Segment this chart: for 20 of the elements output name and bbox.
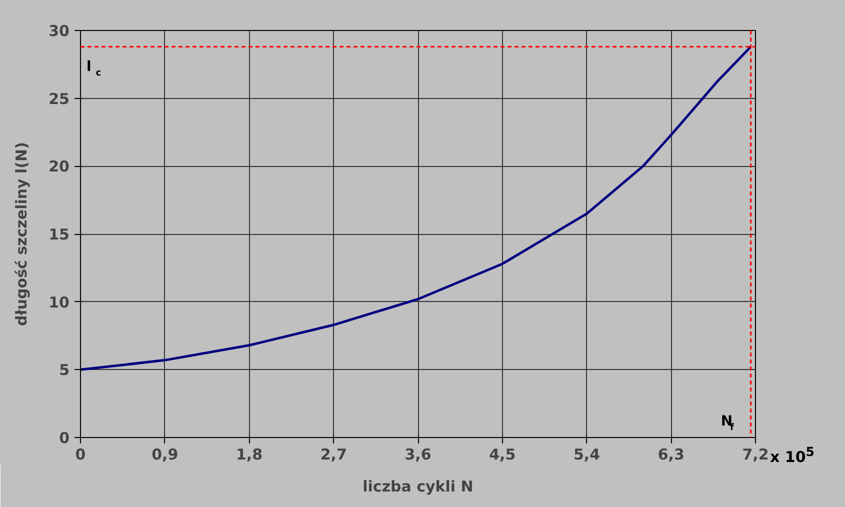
line-series (80, 46, 752, 371)
x-tick-label: 2,7 (320, 446, 347, 464)
y-tick-label: 30 (48, 22, 70, 40)
x-tick-label: 0 (75, 446, 86, 464)
text: x 10$^{5}$ (770, 443, 814, 468)
x-tick-label: 0,9 (152, 446, 178, 464)
x-axis-title: liczba cykli N (362, 478, 474, 496)
y-tick-label: 10 (48, 293, 70, 312)
x-tick-label: 1,8 (236, 446, 263, 464)
x-tick-label: 7,2 (742, 446, 769, 464)
y-tick-label: 20 (48, 158, 70, 176)
y-axis-title: długość szczeliny l(N) (12, 142, 31, 326)
x-tick-label: 5,4 (573, 446, 600, 464)
x-tick-label: 4,5 (489, 446, 516, 464)
y-tick-label: 25 (48, 90, 70, 108)
x-tick-label: 6,3 (658, 446, 684, 464)
x-tick-label: 3,6 (404, 446, 432, 464)
y-tick-label: 5 (59, 361, 70, 380)
y-tick-label: 15 (48, 226, 70, 244)
y-tick-label: 0 (59, 429, 70, 447)
